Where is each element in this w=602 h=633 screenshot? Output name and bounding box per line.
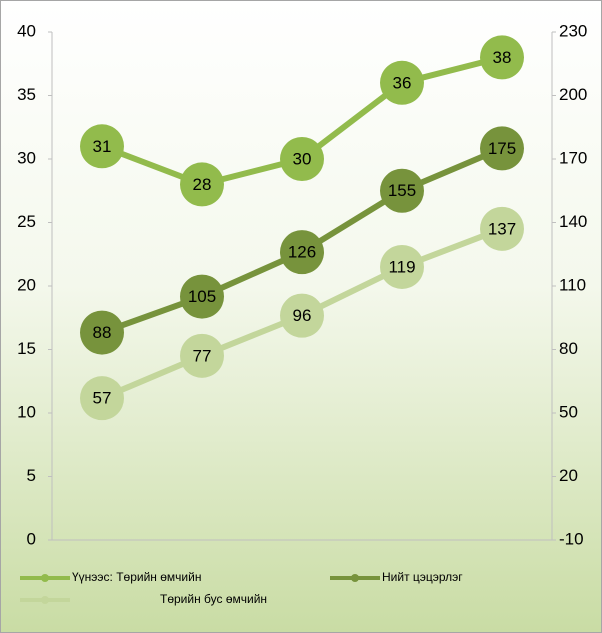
y2-tick-label: 50	[559, 402, 578, 421]
y2-tick-label: -10	[559, 529, 584, 548]
data-label: 88	[93, 323, 112, 342]
point-marker	[180, 162, 224, 207]
data-label: 77	[193, 346, 212, 365]
point-marker	[480, 35, 524, 80]
y-tick-label: 20	[17, 275, 36, 294]
point-marker	[180, 274, 224, 319]
y-tick-label: 35	[17, 85, 36, 104]
data-label: 57	[93, 389, 112, 408]
y-tick-label: 10	[17, 402, 36, 421]
point-marker	[80, 124, 124, 169]
y-tick-label: 0	[27, 529, 36, 548]
data-label: 175	[488, 139, 516, 158]
point-marker	[80, 310, 124, 355]
legend-label: Төрийн бус өмчийн	[160, 592, 267, 606]
y-tick-label: 5	[27, 466, 36, 485]
y-tick-label: 15	[17, 339, 36, 358]
y2-tick-label: 200	[559, 85, 587, 104]
y2-tick-label: 230	[559, 21, 587, 40]
data-label: 155	[388, 181, 416, 200]
data-label: 36	[393, 73, 412, 92]
point-marker	[180, 333, 224, 378]
point-marker	[380, 60, 424, 105]
point-marker	[80, 376, 124, 421]
point-marker	[480, 206, 524, 251]
data-label: 28	[193, 175, 212, 194]
data-label: 119	[388, 257, 415, 276]
y2-tick-label: 140	[559, 212, 587, 231]
y2-tick-label: 170	[559, 148, 587, 167]
legend-marker	[41, 596, 49, 604]
y2-tick-label: 80	[559, 339, 578, 358]
legend-marker	[351, 574, 359, 582]
point-marker	[280, 137, 324, 181]
data-label: 30	[293, 149, 312, 168]
data-label: 126	[288, 243, 316, 262]
y2-tick-label: 110	[559, 275, 586, 294]
point-marker	[380, 244, 424, 289]
data-label: 96	[293, 306, 312, 325]
data-label: 31	[93, 137, 112, 156]
y-tick-label: 30	[17, 148, 36, 167]
point-marker	[380, 168, 424, 213]
point-marker	[280, 293, 324, 338]
legend-label: Нийт цэцэрлэг	[382, 570, 463, 584]
data-label: 137	[488, 219, 516, 238]
y-tick-label: 40	[17, 21, 36, 40]
point-marker	[280, 230, 324, 275]
y2-tick-label: 20	[559, 466, 578, 485]
data-label: 38	[493, 48, 512, 67]
legend-label: Үүнээс: Төрийн өмчийн	[72, 570, 201, 584]
legend-marker	[41, 574, 49, 582]
data-label: 105	[188, 287, 216, 306]
y-tick-label: 25	[17, 212, 36, 231]
point-marker	[480, 126, 524, 171]
